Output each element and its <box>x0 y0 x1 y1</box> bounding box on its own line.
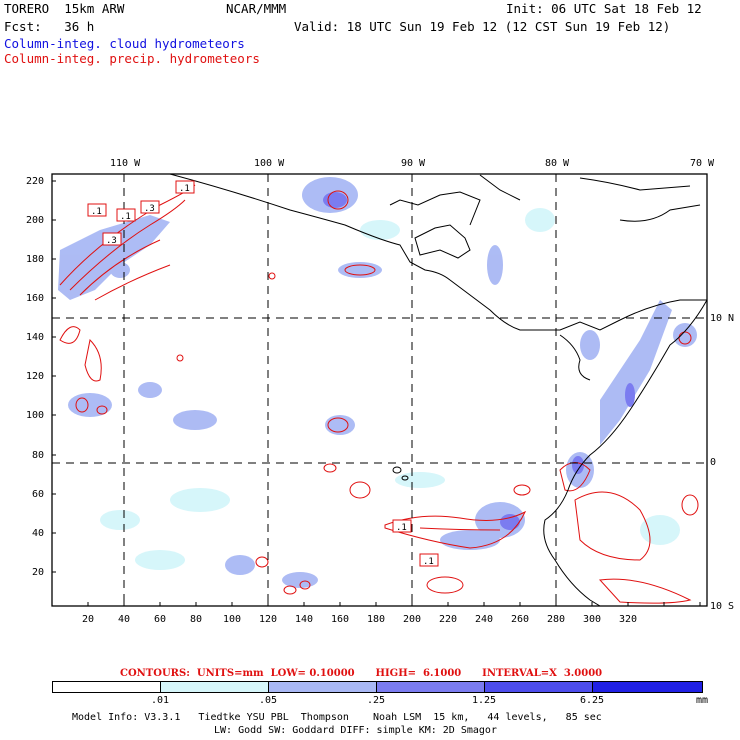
y-tick-label: 40 <box>31 528 44 539</box>
model-title: TORERO 15km ARW <box>4 1 125 16</box>
lon-label: 90 W <box>401 158 426 169</box>
coastlines <box>169 174 707 606</box>
contour-label: .1 <box>120 212 131 222</box>
model-info: Model Info: V3.3.1 Tiedtke YSU PBL Thomp… <box>72 712 602 723</box>
y-tick-label: 140 <box>25 332 44 343</box>
lat-label: 10 N <box>710 313 735 324</box>
colorbar-label: 1.25 <box>471 695 497 706</box>
x-tick-label: 140 <box>294 614 314 625</box>
x-tick-label: 160 <box>330 614 350 625</box>
contour-label: .3 <box>106 236 117 246</box>
colorbar-label: 6.25 <box>579 695 605 706</box>
lat-label: 10 S <box>710 601 735 612</box>
y-tick-label: 100 <box>25 410 44 421</box>
x-tick-label: 60 <box>153 614 167 625</box>
y-tick-label: 120 <box>25 371 44 382</box>
y-tick-label: 220 <box>25 176 44 187</box>
contour-label: .1 <box>179 184 190 194</box>
x-tick-label: 120 <box>258 614 278 625</box>
x-tick-label: 100 <box>222 614 242 625</box>
contour-label: .1 <box>423 557 434 567</box>
y-tick-label: 160 <box>25 293 44 304</box>
y-tick-label: 20 <box>31 567 44 578</box>
x-tick-label: 300 <box>582 614 602 625</box>
lon-label: 70 W <box>690 158 715 169</box>
y-tick-label: 80 <box>31 450 44 461</box>
contour-label: .1 <box>91 207 102 217</box>
colorbar-label: .25 <box>366 695 386 706</box>
x-tick-label: 260 <box>510 614 530 625</box>
contour-info: CONTOURS: UNITS=mm LOW= 0.10000 HIGH= 6.… <box>120 668 603 679</box>
valid-time: Valid: 18 UTC Sun 19 Feb 12 (12 CST Sun … <box>294 19 671 34</box>
cloud-legend: Column-integ. cloud hydrometeors <box>4 36 245 51</box>
x-tick-label: 40 <box>117 614 131 625</box>
colorbar-bin <box>53 682 161 692</box>
cloud-shading <box>58 177 697 588</box>
x-tick-label: 80 <box>189 614 203 625</box>
x-tick-label: 280 <box>546 614 566 625</box>
forecast-hour: Fcst: 36 h <box>4 19 95 34</box>
init-time: Init: 06 UTC Sat 18 Feb 12 <box>506 1 702 16</box>
x-tick-label: 200 <box>402 614 422 625</box>
y-tick-label: 60 <box>31 489 44 500</box>
colorbar <box>52 681 703 693</box>
graticule <box>52 174 707 606</box>
lat-label: 0 <box>710 457 717 468</box>
lon-label: 80 W <box>545 158 570 169</box>
x-tick-label: 180 <box>366 614 386 625</box>
colorbar-units: mm <box>695 695 709 706</box>
colorbar-bin <box>377 682 485 692</box>
organization: NCAR/MMM <box>226 1 287 16</box>
x-tick-label: 320 <box>618 614 638 625</box>
colorbar-bin <box>161 682 269 692</box>
lon-label: 110 W <box>110 158 141 169</box>
y-tick-label: 180 <box>25 254 44 265</box>
x-tick-label: 220 <box>438 614 458 625</box>
x-tick-label: 240 <box>474 614 494 625</box>
model-physics: LW: Godd SW: Goddard DIFF: simple KM: 2D… <box>214 725 497 736</box>
colorbar-bin <box>269 682 377 692</box>
contour-label: .3 <box>144 204 155 214</box>
contour-label: .1 <box>396 523 407 533</box>
x-tick-label: 20 <box>81 614 95 625</box>
contour-labels: .1 .1 .3 .1 .3 .1 .1 <box>87 180 439 567</box>
colorbar-label: .05 <box>258 695 278 706</box>
colorbar-label: .01 <box>150 695 170 706</box>
lon-label: 100 W <box>254 158 285 169</box>
precip-legend: Column-integ. precip. hydrometeors <box>4 51 260 66</box>
colorbar-bin <box>485 682 593 692</box>
y-tick-label: 200 <box>25 215 44 226</box>
colorbar-bin <box>593 682 702 692</box>
